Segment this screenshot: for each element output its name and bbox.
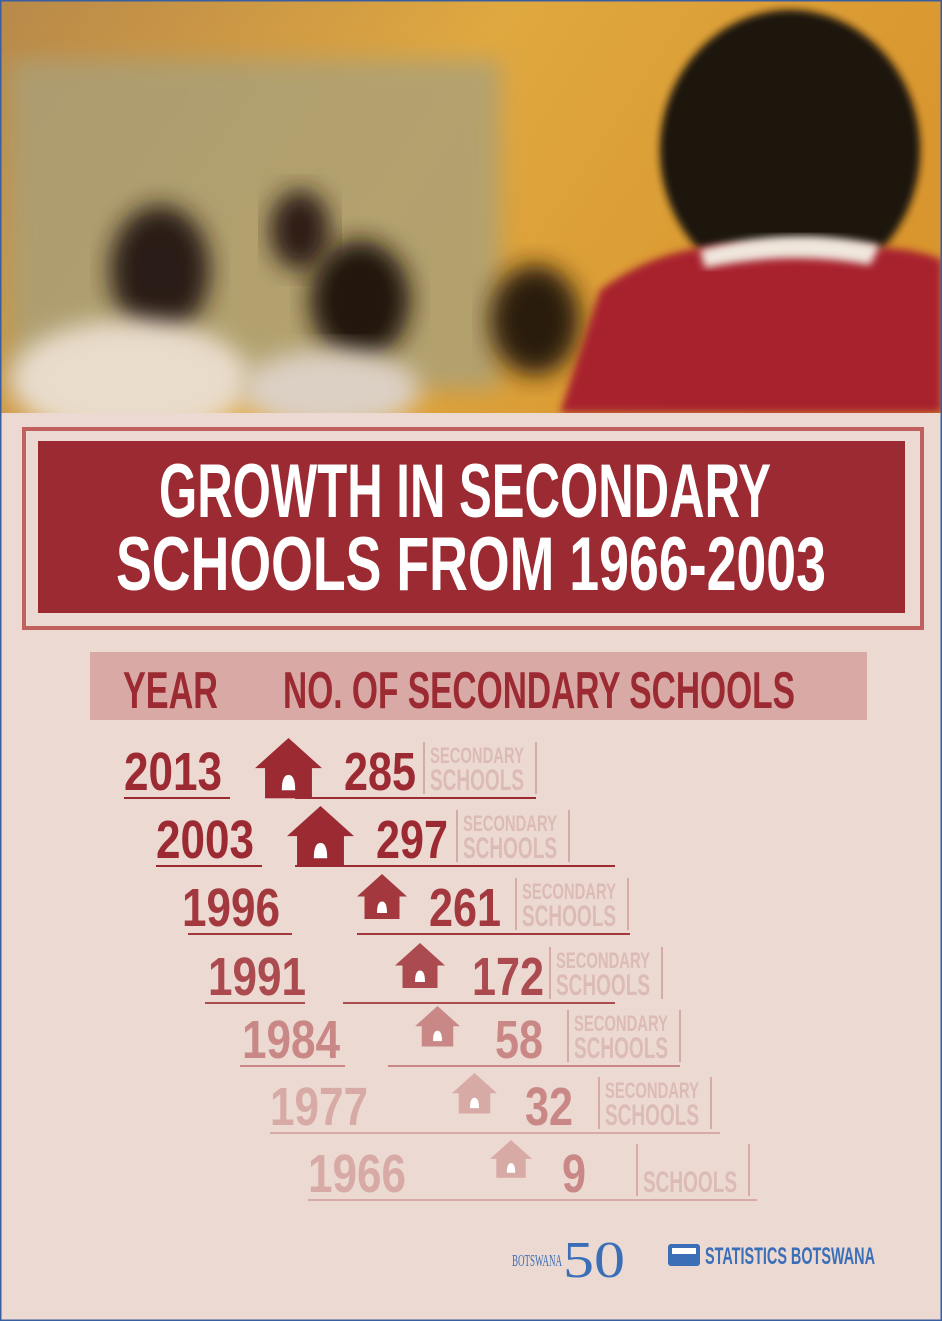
year: 1991	[208, 947, 306, 1007]
school-icon	[357, 874, 407, 897]
year: 1996	[182, 878, 280, 938]
unit-label: SECONDARY	[574, 1011, 668, 1036]
school-count: 32	[525, 1077, 573, 1137]
unit-label: SCHOOLS	[430, 764, 524, 797]
title-line: GROWTH IN SECONDARY	[159, 449, 771, 534]
school-count: 285	[344, 742, 416, 802]
school-count: 261	[429, 878, 501, 938]
header-cell: NO. OF SECONDARY SCHOOLS	[283, 662, 795, 720]
table-row: 1966 9 SCHOOLS	[308, 1140, 757, 1204]
unit-label: SECONDARY	[430, 743, 524, 768]
logo-text: BOTSWANA	[512, 1251, 562, 1270]
school-icon-bell	[281, 774, 296, 791]
header-band	[90, 652, 867, 720]
logo-botswana-50: BOTSWANA 50	[512, 1232, 625, 1289]
school-icon	[452, 1073, 497, 1094]
year: 1984	[242, 1010, 340, 1070]
school-icon	[255, 738, 322, 769]
school-icon	[395, 943, 445, 966]
school-icon-bell	[415, 970, 425, 982]
unit-label: SCHOOLS	[463, 832, 557, 865]
header-cell: YEAR	[123, 662, 218, 720]
unit-label: SECONDARY	[463, 811, 557, 836]
unit-label: SCHOOLS	[574, 1032, 668, 1065]
logo-text: 50	[563, 1232, 625, 1289]
school-icon-bell	[470, 1097, 479, 1109]
school-icon	[415, 1006, 460, 1027]
logo-statistics: STATISTICS BOTSWANA	[668, 1243, 875, 1270]
school-count: 58	[495, 1010, 543, 1070]
school-icon-bell	[313, 842, 328, 859]
year: 2013	[124, 742, 222, 802]
unit-label: SCHOOLS	[605, 1099, 699, 1132]
photo	[0, 0, 942, 413]
title-line: SCHOOLS FROM 1966-2003	[116, 522, 826, 607]
year: 2003	[156, 810, 254, 870]
unit-label: SECONDARY	[556, 948, 650, 973]
school-icon	[287, 806, 354, 837]
school-icon	[490, 1140, 532, 1159]
year: 1966	[308, 1144, 406, 1204]
title-frame	[22, 427, 924, 630]
title-box	[38, 441, 905, 613]
school-icon-bell	[506, 1163, 516, 1173]
school-icon-bell	[377, 901, 387, 913]
unit-label: SCHOOLS	[522, 900, 616, 933]
year: 1977	[270, 1077, 368, 1137]
unit-label: SCHOOLS	[556, 969, 650, 1002]
school-count: 172	[472, 947, 544, 1007]
logo-text: STATISTICS BOTSWANA	[705, 1243, 875, 1270]
school-count: 9	[562, 1144, 586, 1204]
unit-label: SECONDARY	[605, 1078, 699, 1103]
unit-label: SCHOOLS	[643, 1166, 737, 1199]
unit-label: SECONDARY	[522, 879, 616, 904]
school-icon-bell	[433, 1030, 442, 1042]
school-count: 297	[376, 810, 448, 870]
